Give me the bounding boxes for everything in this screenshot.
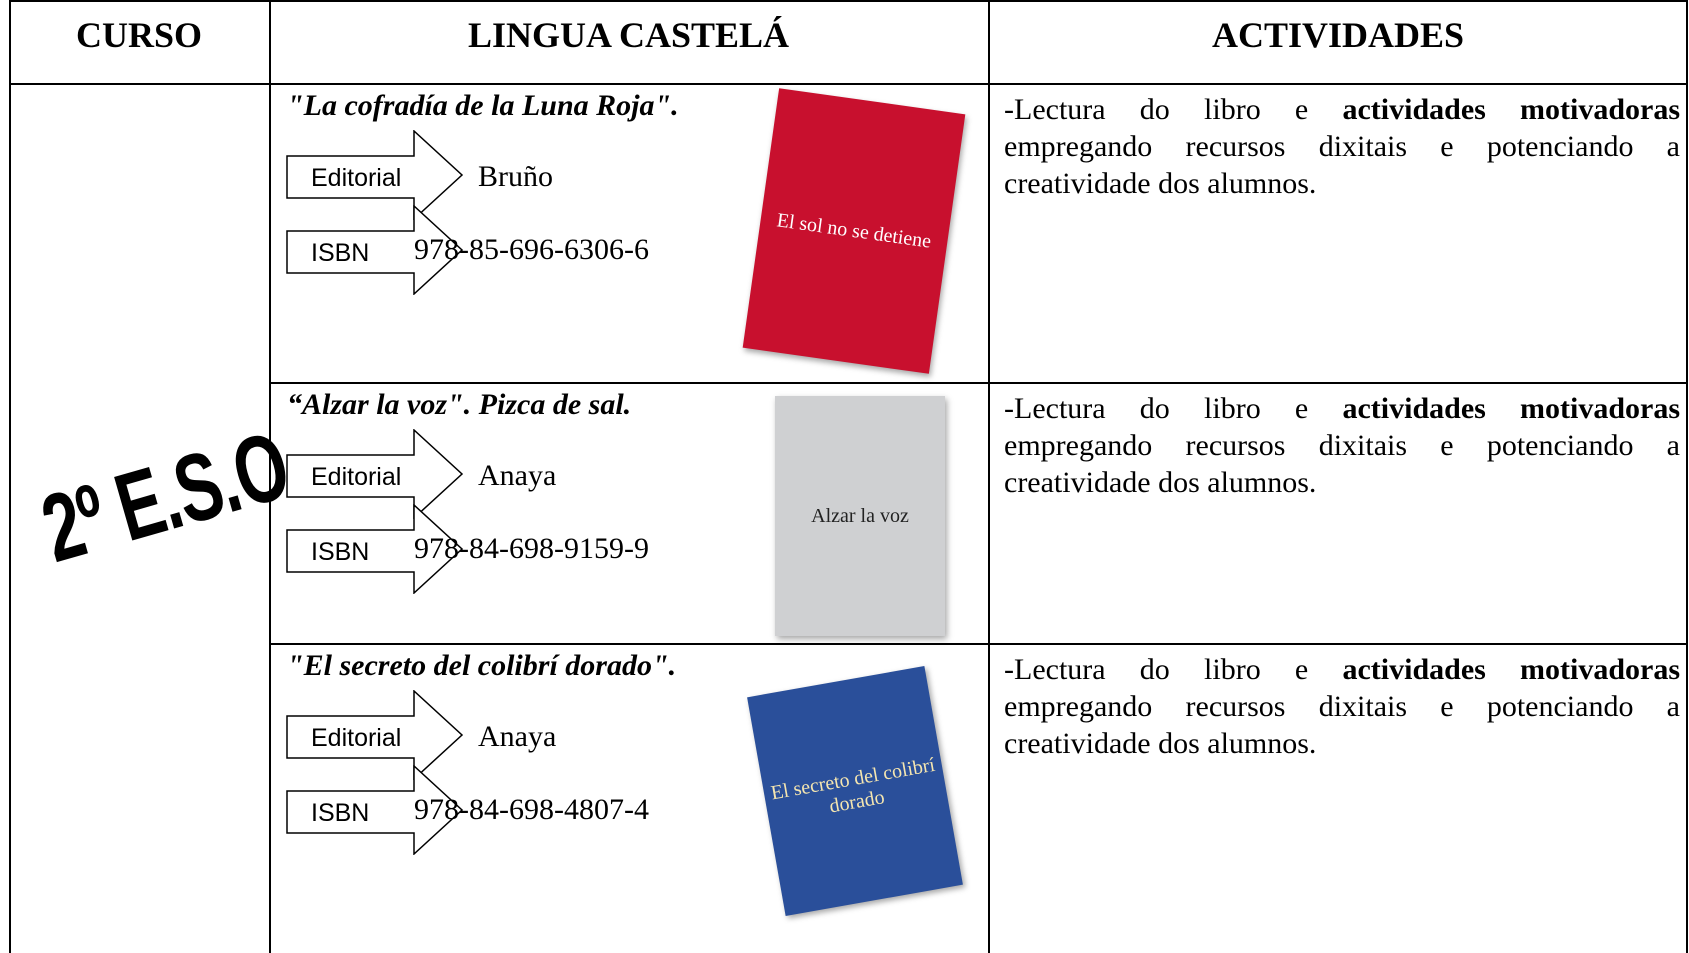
activity-text: -Lectura do libro e	[1004, 392, 1309, 425]
arrow-label: ISBN	[311, 799, 369, 827]
book-cover: El sol no se detiene	[742, 88, 966, 374]
arrow-shape	[286, 205, 464, 295]
arrow-shape	[286, 429, 464, 519]
arrow-label: Editorial	[311, 463, 401, 491]
arrow-shape	[286, 130, 464, 220]
activity: -Lectura do libro e actividades motivado…	[1004, 651, 1680, 762]
arrow-shape	[286, 765, 464, 855]
arrow-label: ISBN	[311, 538, 369, 566]
border-line	[9, 83, 1688, 85]
activity: -Lectura do libro e actividades motivado…	[1004, 91, 1680, 202]
border-line	[269, 0, 271, 953]
arrow-shape	[286, 690, 464, 780]
arrow-shape	[286, 504, 464, 594]
header-cell: CURSO	[75, 15, 203, 55]
editorial: Anaya	[478, 720, 557, 753]
book-title: "La cofradía de la Luna Roja".	[287, 89, 679, 122]
arrow-label: Editorial	[311, 724, 401, 752]
border-line	[9, 0, 11, 953]
book-title: "El secreto del colibrí dorado".	[287, 649, 677, 682]
book-title: “Alzar la voz". Pizca de sal.	[287, 388, 632, 421]
isbn: 978-84-698-4807-4	[414, 793, 649, 826]
activity-text: empregando recursos dixitais e potencian…	[1004, 130, 1680, 200]
border-line	[988, 0, 990, 953]
arrow: ISBN	[286, 765, 464, 855]
arrow: Editorial	[286, 130, 464, 220]
activity-bold: actividades motivadoras	[1342, 93, 1681, 126]
arrow: Editorial	[286, 429, 464, 519]
activity-bold: actividades motivadoras	[1342, 392, 1681, 425]
border-line	[269, 382, 1688, 384]
border-line	[269, 643, 1688, 645]
course-label: 2º E.S.O.	[30, 406, 317, 583]
editorial: Bruño	[478, 160, 553, 193]
arrow-label: Editorial	[311, 164, 401, 192]
header-cell: ACTIVIDADES	[1211, 15, 1465, 55]
book-cover: El secreto del colibrí dorado	[747, 666, 963, 916]
editorial: Anaya	[478, 459, 557, 492]
arrow: Editorial	[286, 690, 464, 780]
header-cell: LINGUA CASTELÁ	[467, 15, 790, 55]
activity-bold: actividades motivadoras	[1342, 653, 1681, 686]
arrow-label: ISBN	[311, 239, 369, 267]
border-line	[1686, 0, 1688, 953]
activity-text: empregando recursos dixitais e potencian…	[1004, 690, 1680, 760]
activity-text: -Lectura do libro e	[1004, 653, 1309, 686]
isbn: 978-85-696-6306-6	[414, 233, 649, 266]
isbn: 978-84-698-9159-9	[414, 532, 649, 565]
arrow: ISBN	[286, 504, 464, 594]
activity-text: empregando recursos dixitais e potencian…	[1004, 429, 1680, 499]
activity-text: -Lectura do libro e	[1004, 93, 1309, 126]
border-line	[9, 0, 1688, 2]
arrow: ISBN	[286, 205, 464, 295]
activity: -Lectura do libro e actividades motivado…	[1004, 390, 1680, 501]
book-cover: Alzar la voz	[775, 396, 945, 636]
